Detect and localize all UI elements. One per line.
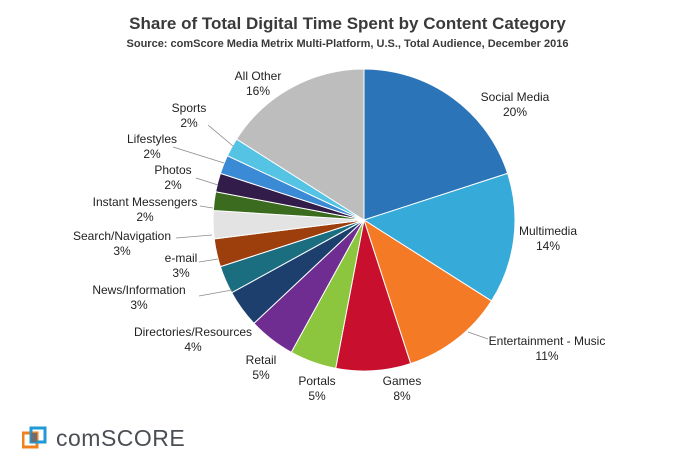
slice-label-percent: 3% — [130, 298, 148, 312]
chart-subtitle: Source: comScore Media Metrix Multi-Plat… — [126, 38, 569, 50]
slice-label-percent: 5% — [308, 389, 326, 403]
slice-label-name: Social Media — [481, 90, 550, 104]
pie-slices — [212, 68, 516, 372]
slice-labels: Social Media 20% Multimedia 14% Entertainmen… — [73, 69, 605, 403]
slice-label-name: Instant Messengers — [93, 195, 198, 209]
slice-label-percent: 20% — [503, 105, 527, 119]
slice-label-name: Retail — [246, 353, 277, 367]
slice-label-name: All Other — [235, 69, 282, 83]
slice-label-percent: 5% — [252, 368, 270, 382]
slice-label: Instant Messengers 2% — [93, 195, 198, 224]
slice-label-percent: 14% — [536, 239, 560, 253]
slice-label: Sports 2% — [172, 101, 207, 130]
leader-line — [172, 146, 225, 164]
slice-label-name: Portals — [298, 374, 335, 388]
slice-label-percent: 3% — [113, 244, 131, 258]
slice-label: All Other 16% — [235, 69, 282, 98]
slice-label: Entertainment - Music 11% — [489, 334, 606, 363]
slice-label-percent: 11% — [535, 349, 558, 363]
leader-line — [207, 124, 234, 147]
slice-label: Lifestyles 2% — [127, 132, 177, 161]
slice-label-name: Directories/Resources — [134, 325, 252, 339]
slice-label-percent: 4% — [184, 340, 202, 354]
slice-label-percent: 2% — [143, 147, 161, 161]
slice-label-percent: 2% — [180, 116, 198, 130]
comscore-logo-text: comSCORE — [56, 424, 186, 451]
slice-label-name: Games — [383, 374, 422, 388]
slice-label-name: Multimedia — [519, 224, 577, 238]
slice-label-name: News/Information — [92, 283, 185, 297]
leader-line — [195, 177, 219, 186]
comscore-logo: comSCORE — [22, 425, 185, 451]
slice-label: Games 8% — [383, 374, 422, 403]
slice-label: Search/Navigation 3% — [73, 229, 171, 258]
slice-label: Retail 5% — [246, 353, 277, 382]
slice-label: Social Media 20% — [481, 90, 550, 119]
slice-label-percent: 2% — [164, 178, 182, 192]
slice-label-percent: 2% — [136, 210, 154, 224]
slice-label-percent: 3% — [172, 266, 190, 280]
slice-label: News/Information 3% — [92, 283, 185, 312]
slice-label: Multimedia 14% — [519, 224, 577, 253]
slice-label-percent: 16% — [246, 84, 270, 98]
slice-label: e-mail 3% — [165, 251, 198, 280]
slice-label-name: Photos — [154, 163, 191, 177]
leader-line — [199, 205, 214, 209]
leader-line — [175, 234, 213, 239]
chart-title: Share of Total Digital Time Spent by Con… — [129, 14, 566, 33]
slice-label-percent: 8% — [393, 389, 411, 403]
leader-lines — [172, 124, 489, 340]
leader-line — [467, 331, 489, 340]
slice-label-name: Search/Navigation — [73, 229, 171, 243]
pie-slice-social-media — [363, 68, 509, 221]
pie-slice-all-other — [235, 68, 365, 221]
leader-line — [198, 289, 233, 297]
slice-label-name: Lifestyles — [127, 132, 177, 146]
pie-slice-entertainment-music — [363, 218, 493, 365]
slice-label-name: Sports — [172, 101, 207, 115]
slice-label-name: e-mail — [165, 251, 198, 265]
leader-line — [198, 258, 219, 263]
comscore-logo-icon — [22, 426, 47, 449]
pie-slice-multimedia — [362, 172, 516, 302]
slice-label-name: Entertainment - Music — [489, 334, 606, 348]
slice-label: Portals 5% — [298, 374, 335, 403]
slice-label: Directories/Resources 4% — [134, 325, 252, 354]
slice-label: Photos 2% — [154, 163, 191, 192]
